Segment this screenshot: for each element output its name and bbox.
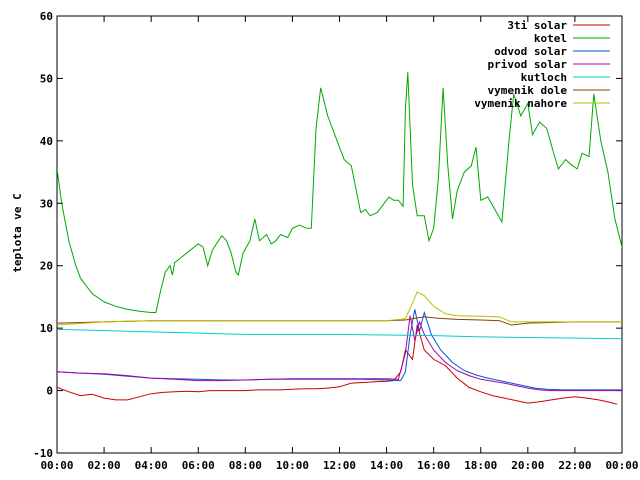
legend-label: 3ti solar (507, 19, 567, 32)
x-tick-label: 10:00 (276, 459, 309, 472)
legend-label: odvod solar (494, 45, 567, 58)
series-line-vymenik-nahore (57, 291, 622, 326)
x-tick-label: 00:00 (605, 459, 638, 472)
legend-label: kutloch (521, 71, 567, 84)
x-tick-label: 06:00 (182, 459, 215, 472)
axis-ticks: -10 0 10 20 30 40 50 60 00:00 02:00 04:00 06:00 08:0… (33, 10, 638, 472)
y-tick-label: -10 (33, 447, 53, 460)
y-tick-label: 0 (46, 385, 53, 398)
legend-label: kotel (534, 32, 567, 45)
y-tick-label: 30 (40, 197, 53, 210)
y-tick-label: 60 (40, 10, 53, 23)
series-line-3ti-solar (57, 324, 618, 405)
x-tick-label: 12:00 (323, 459, 356, 472)
x-tick-label: 02:00 (88, 459, 121, 472)
legend-label: privod solar (488, 58, 568, 71)
x-tick-label: 00:00 (40, 459, 73, 472)
x-tick-label: 08:00 (229, 459, 262, 472)
x-tick-label: 16:00 (417, 459, 450, 472)
series-line-kotel (57, 72, 622, 313)
x-tick-label: 18:00 (464, 459, 497, 472)
x-tick-label: 04:00 (135, 459, 168, 472)
y-tick-label: 20 (40, 260, 53, 273)
series-line-odvod-solar (57, 309, 622, 391)
series-line-privod-solar (57, 315, 622, 392)
x-tick-label: 14:00 (370, 459, 403, 472)
x-tick-label: 22:00 (558, 459, 591, 472)
y-tick-label: 10 (40, 322, 53, 335)
series-line-kutloch (57, 328, 622, 340)
y-tick-label: 40 (40, 135, 53, 148)
y-axis-label: teplota ve C (11, 193, 24, 272)
x-tick-label: 20:00 (511, 459, 544, 472)
legend-label: vymenik nahore (474, 97, 567, 110)
y-tick-label: 50 (40, 72, 53, 85)
legend-label: vymenik dole (488, 84, 568, 97)
series-lines (57, 72, 622, 405)
